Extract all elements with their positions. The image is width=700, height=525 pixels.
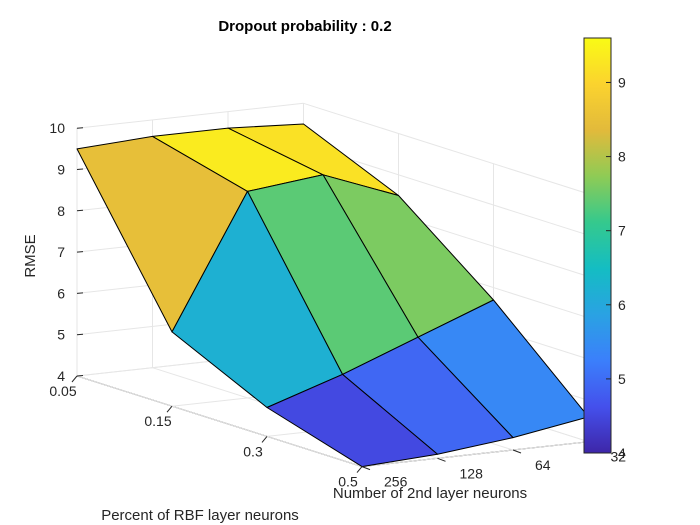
x-axis-label: Number of 2nd layer neurons <box>333 485 527 502</box>
z-tick-mark <box>76 168 84 170</box>
z-tick-label: 8 <box>57 203 65 219</box>
grid-line-z-back <box>303 102 589 195</box>
z-tick-label: 6 <box>57 285 65 301</box>
surface-facet <box>266 373 438 468</box>
x-tick-label: 64 <box>535 457 551 473</box>
colorbar-tick-label: 9 <box>618 74 626 90</box>
z-tick-label: 9 <box>57 162 65 178</box>
grid-line-col-floor <box>76 375 363 468</box>
x-tick-label: 128 <box>460 465 484 481</box>
y-tick-label: 0.5 <box>338 474 358 490</box>
x-tick-mark <box>437 457 446 462</box>
grid-line-row-floor <box>361 441 589 468</box>
surface-plot <box>76 123 589 468</box>
y-tick-mark <box>356 466 363 473</box>
z-axis-label: RMSE <box>22 234 39 277</box>
y-axis-label: Percent of RBF layer neurons <box>101 507 299 524</box>
colorbar-tick-label: 8 <box>618 149 626 165</box>
z-tick-label: 7 <box>57 244 65 260</box>
z-tick-mark <box>76 251 84 253</box>
z-tick-mark <box>76 292 84 294</box>
colorbar-bar <box>583 37 612 454</box>
y-tick-mark <box>166 405 173 413</box>
x-tick-label: 256 <box>384 474 408 490</box>
z-tick-mark <box>76 127 84 129</box>
x-tick-label: 32 <box>611 449 627 465</box>
z-tick-label: 10 <box>49 120 65 136</box>
z-tick-mark <box>76 209 84 212</box>
y-tick-label: 0.15 <box>144 413 171 429</box>
z-tick-mark <box>76 333 84 336</box>
colorbar-tick-label: 4 <box>618 445 626 461</box>
colorbar-tick-label: 5 <box>618 371 626 387</box>
chart-title: Dropout probability : 0.2 <box>218 18 391 35</box>
y-tick-mark <box>71 375 78 383</box>
colorbar: 4 5 6 7 8 9 <box>583 37 626 461</box>
colorbar-tick-label: 7 <box>618 223 626 239</box>
y-tick-label: 0.3 <box>243 443 263 459</box>
grid-line-z-left <box>76 102 304 129</box>
y-tick-mark <box>261 436 268 443</box>
z-tick-label: 4 <box>57 368 65 384</box>
colorbar-tick-label: 6 <box>618 297 626 313</box>
z-tick-mark <box>76 375 84 377</box>
x-tick-mark <box>361 466 371 471</box>
z-tick-label: 5 <box>57 327 65 343</box>
y-tick-label: 0.05 <box>49 383 76 399</box>
x-tick-mark <box>512 449 522 454</box>
